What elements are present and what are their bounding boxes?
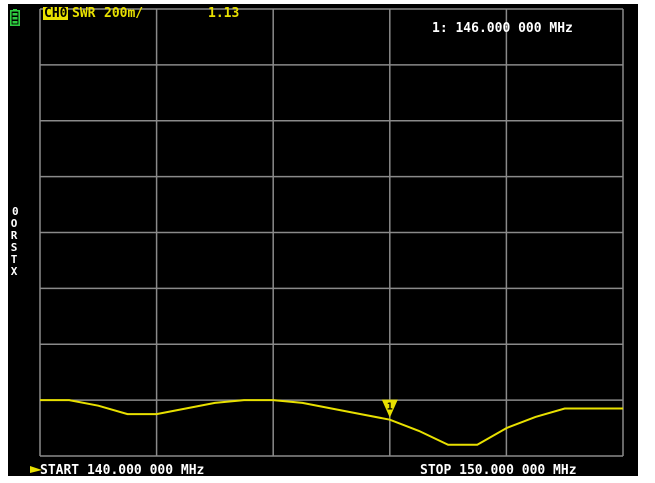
reference-scale: 0 O R S T X (9, 206, 19, 278)
reference-arrow-icon (30, 466, 42, 473)
start-frequency[interactable]: START 140.000 000 MHz (40, 463, 205, 477)
battery-icon (10, 9, 20, 26)
scale-char: O (10, 217, 18, 230)
swr-trace (40, 399, 623, 446)
marker-1[interactable]: 1 (381, 399, 398, 418)
marker-readout: 1: 146.000 000 MHz (432, 21, 573, 36)
channel-badge[interactable]: CH0 (43, 6, 69, 21)
plot-area: 1 (30, 8, 624, 473)
marker-triangle (381, 399, 398, 418)
vna-screen: 1 CH0 SWR 200m/ 1.13 1: 146.000 000 MHz … (8, 4, 638, 476)
scale-char: X (10, 265, 18, 278)
reference-value: 0 (12, 205, 19, 218)
scale-char: S (10, 241, 18, 254)
grid (39, 8, 624, 457)
trace-format[interactable]: SWR (72, 6, 96, 21)
stop-frequency[interactable]: STOP 150.000 000 MHz (420, 463, 577, 477)
trace-value: 1.13 (208, 6, 240, 21)
marker-label: 1 (387, 402, 393, 413)
scale-char: T (10, 253, 18, 266)
trace-scale[interactable]: 200m/ (104, 6, 144, 21)
scale-char: R (10, 229, 18, 242)
